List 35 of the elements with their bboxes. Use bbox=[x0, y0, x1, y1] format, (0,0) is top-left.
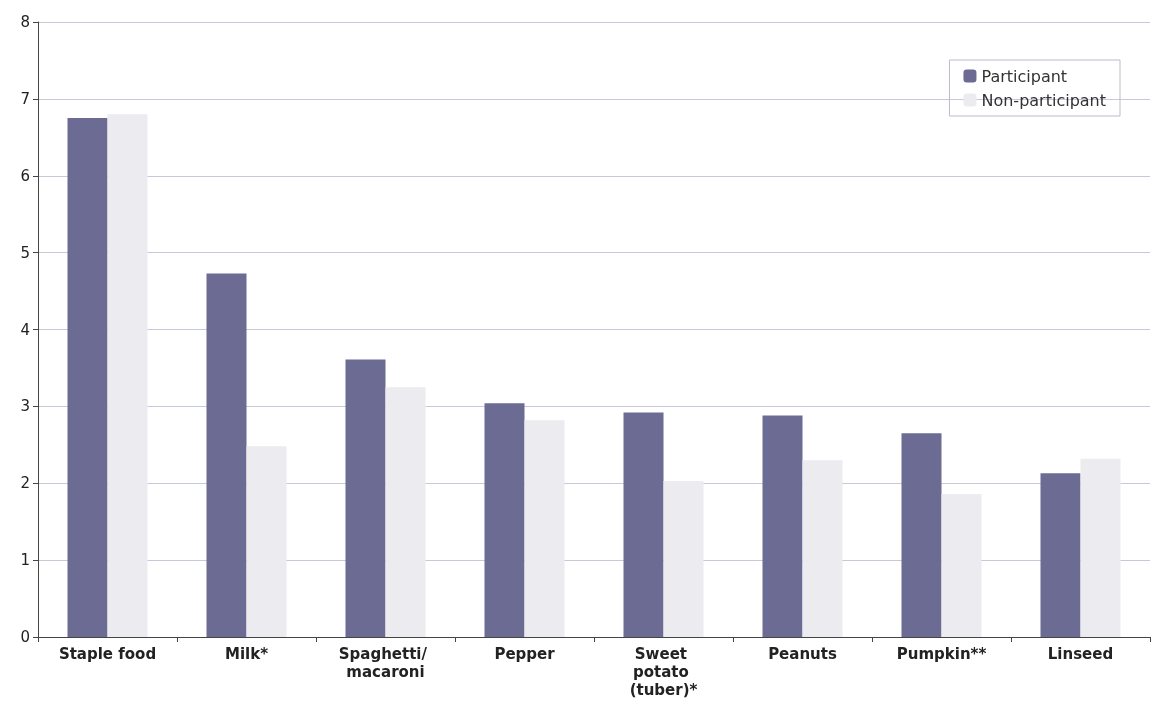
bar bbox=[385, 387, 426, 637]
x-tick-label: Linseed bbox=[1047, 645, 1114, 663]
bar bbox=[1080, 458, 1121, 637]
y-tick-label: 8 bbox=[20, 13, 30, 31]
x-tick-label: Staple food bbox=[58, 645, 157, 663]
y-tick-label: 1 bbox=[20, 551, 30, 570]
legend-label: Non-participant bbox=[981, 90, 1106, 110]
bar bbox=[484, 403, 525, 637]
bar bbox=[524, 420, 565, 637]
y-tick-label: 3 bbox=[20, 397, 30, 416]
y-tick-label: 5 bbox=[20, 243, 30, 262]
y-tick-label: 6 bbox=[20, 166, 30, 185]
x-tick-label: Spaghetti/ macaroni bbox=[338, 645, 433, 681]
bar bbox=[663, 480, 704, 637]
x-tick-label: Milk* bbox=[224, 645, 269, 663]
bar bbox=[107, 114, 148, 637]
y-tick-label: 7 bbox=[20, 89, 30, 108]
bar bbox=[762, 415, 803, 637]
bar bbox=[901, 433, 942, 637]
x-tick-label: Peanuts bbox=[768, 645, 837, 663]
y-tick-label: 2 bbox=[20, 474, 30, 493]
bar bbox=[802, 460, 843, 637]
bar bbox=[246, 446, 287, 637]
x-tick-label: Pumpkin** bbox=[896, 645, 987, 663]
bar bbox=[941, 494, 982, 637]
y-tick-label: 0 bbox=[20, 628, 30, 646]
x-tick-label: Pepper bbox=[494, 645, 556, 663]
y-tick-label: 4 bbox=[20, 320, 30, 339]
bar bbox=[1040, 473, 1081, 637]
bar bbox=[206, 273, 247, 637]
bar bbox=[67, 118, 108, 637]
legend-label: Participant bbox=[981, 66, 1068, 86]
bar bbox=[623, 412, 664, 637]
x-tick-label: Sweet potato (tuber)* bbox=[629, 645, 698, 699]
bar bbox=[345, 359, 386, 637]
